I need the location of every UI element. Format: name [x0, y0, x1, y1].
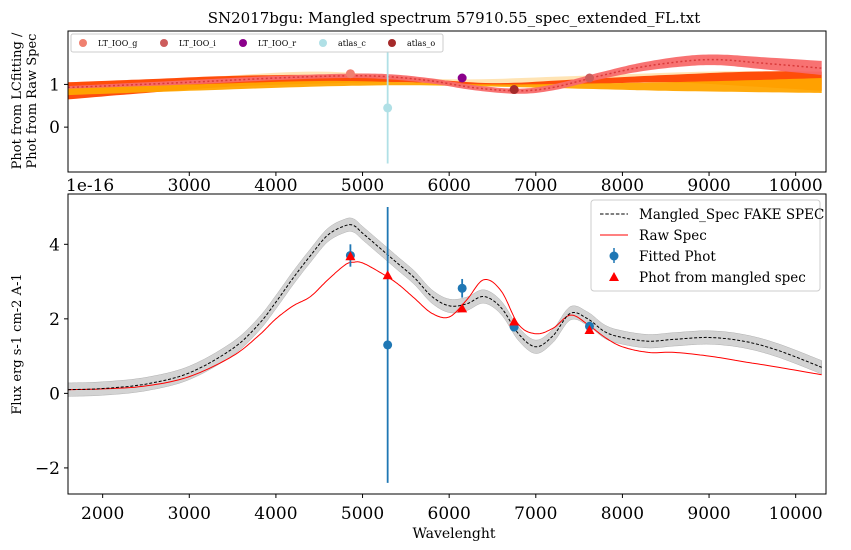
top-legend-entry-lt-ioo-r: LT_IOO_r [239, 39, 296, 48]
bottom-legend-box [590, 199, 821, 292]
top-legend-marker [388, 39, 396, 47]
top-x-tick-label: 7000 [514, 176, 557, 196]
top-ylabel-line-2: Phot from Raw Spec [25, 34, 40, 169]
top-x-tick-label: 9000 [687, 176, 730, 196]
bottom-legend-entry-mangled-spec: Mangled_Spec FAKE SPEC [600, 207, 824, 223]
top-legend-box [70, 33, 444, 53]
bottom-x-tick-label: 2000 [81, 504, 124, 524]
bottom-legend-label: Phot from mangled spec [639, 270, 806, 286]
top-legend-marker [239, 39, 247, 47]
top-uncertainty-band-2 [68, 78, 822, 96]
mangled-phot-triangle [345, 251, 356, 261]
legend-point-swatch [609, 251, 619, 261]
bottom-x-tick-label: 4000 [254, 504, 297, 524]
bottom-legend-entry-raw-spec: Raw Spec [600, 228, 707, 244]
mangled-phot-triangle [457, 303, 468, 313]
mangled-phot-triangle [382, 270, 393, 280]
top-legend: LT_IOO_g LT_IOO_i LT_IOO_r atlas_c atlas… [70, 33, 444, 53]
top-panel: 3000 4000 5000 6000 7000 8000 9000 10000 01 1e-… [10, 30, 827, 196]
bottom-x-ticks: 2000 3000 4000 5000 6000 7000 8000 9000 10000 [81, 494, 823, 524]
bottom-x-tick-label: 9000 [687, 504, 730, 524]
top-point-lt-ioo-r [457, 73, 467, 83]
bottom-legend-entry-fitted-phot: Fitted Phot [609, 248, 716, 265]
fitted-phot-point [457, 283, 467, 293]
top-axes-frame [67, 30, 827, 173]
figure-title: SN2017bgu: Mangled spectrum 57910.55_spe… [208, 9, 701, 27]
bottom-legend: Mangled_Spec FAKE SPEC Raw Spec Fitted P… [590, 199, 824, 292]
top-point-lt-ioo-g [345, 69, 355, 79]
bottom-y-tick-label: −2 [35, 459, 60, 479]
top-x-ticks: 3000 4000 5000 6000 7000 8000 9000 10000 [168, 172, 823, 196]
top-legend-label: atlas_o [407, 39, 435, 48]
top-legend-entry-atlas-c: atlas_c [319, 39, 366, 48]
top-x-tick-label: 4000 [254, 176, 297, 196]
bottom-x-tick-label: 7000 [514, 504, 557, 524]
bottom-x-tick-label: 6000 [428, 504, 471, 524]
top-point-atlas-o [509, 85, 519, 95]
raw-spec-line [67, 261, 822, 391]
bottom-x-axis-label: Wavelenght [412, 526, 495, 542]
bottom-legend-label: Fitted Phot [639, 249, 716, 265]
top-legend-label: LT_IOO_i [179, 39, 216, 48]
bottom-axes-frame [67, 193, 827, 495]
mangled-phot-triangle [509, 316, 520, 326]
top-x-tick-label: 6000 [428, 176, 471, 196]
bottom-y-tick-label: 4 [49, 235, 60, 255]
top-point-atlas-c [383, 103, 393, 113]
top-x-tick-label: 3000 [168, 176, 211, 196]
top-legend-marker [319, 39, 327, 47]
bottom-legend-label: Mangled_Spec FAKE SPEC [639, 207, 824, 223]
mangled-spec-line [67, 224, 822, 391]
mangled-phot-triangle [584, 325, 595, 335]
top-offset-text: 1e-16 [66, 176, 114, 196]
top-ylabel-line-1: Phot from LCfitting / [10, 32, 25, 169]
bottom-x-tick-label: 8000 [601, 504, 644, 524]
top-legend-label: LT_IOO_g [98, 39, 137, 48]
top-plot-area [67, 52, 822, 164]
top-y-ticks: 01 [49, 75, 68, 138]
mangled-spec-uncertainty-band [67, 217, 822, 397]
top-legend-label: atlas_c [338, 39, 366, 48]
bottom-plot-area [67, 207, 822, 483]
top-x-tick-label: 5000 [341, 176, 384, 196]
legend-triangle-swatch [609, 272, 619, 281]
fitted-phot-point [383, 340, 393, 350]
top-y-axis-label: Phot from LCfitting / Phot from Raw Spec [10, 32, 40, 169]
top-y-tick-label: 0 [49, 118, 60, 138]
top-legend-marker [160, 39, 168, 47]
bottom-x-tick-label: 5000 [341, 504, 384, 524]
top-point-lt-ioo-i [585, 73, 595, 83]
top-legend-entry-lt-ioo-g: LT_IOO_g [79, 39, 137, 48]
bottom-y-ticks: −2 0 2 4 [35, 235, 68, 479]
top-x-tick-label: 8000 [601, 176, 644, 196]
bottom-y-tick-label: 0 [49, 384, 60, 404]
top-x-tick-label: 10000 [769, 176, 823, 196]
bottom-x-tick-label: 3000 [168, 504, 211, 524]
bottom-legend-entry-phot-from-mangled: Phot from mangled spec [609, 270, 806, 286]
top-legend-entry-lt-ioo-i: LT_IOO_i [160, 39, 216, 48]
top-y-tick-label: 1 [49, 75, 60, 95]
top-legend-label: LT_IOO_r [258, 39, 296, 48]
bottom-y-axis-label: Flux erg s-1 cm-2 A-1 [10, 273, 25, 414]
bottom-legend-label: Raw Spec [639, 228, 707, 244]
top-uncertainty-band-3 [68, 54, 822, 94]
bottom-panel: 2000 3000 4000 5000 6000 7000 8000 9000 10000 −2… [10, 193, 827, 542]
bottom-x-tick-label: 10000 [769, 504, 823, 524]
top-legend-marker [79, 39, 87, 47]
top-legend-entry-atlas-o: atlas_o [388, 39, 435, 48]
bottom-y-tick-label: 2 [49, 310, 60, 330]
